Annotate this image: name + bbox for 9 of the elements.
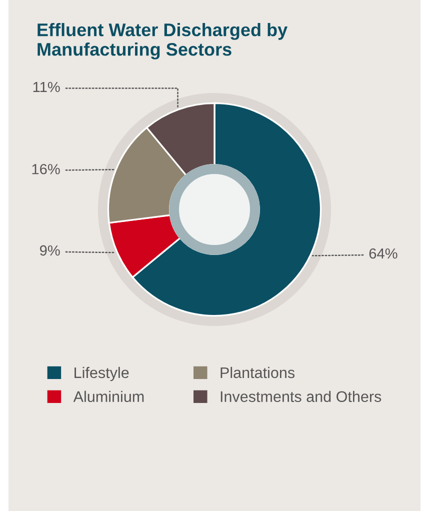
chart-title: Effluent Water Discharged by Manufacturing Sectors [38,22,288,60]
legend-label: Investments and Others [220,390,382,402]
legend-label: Lifestyle [74,366,129,382]
legend-label: Plantations [220,366,295,378]
data-label: 11% [33,82,60,92]
data-label: 16% [32,164,60,174]
data-label: 64% [369,248,398,259]
legend-label: Aluminium [73,390,144,402]
data-label: 9% [40,245,60,256]
